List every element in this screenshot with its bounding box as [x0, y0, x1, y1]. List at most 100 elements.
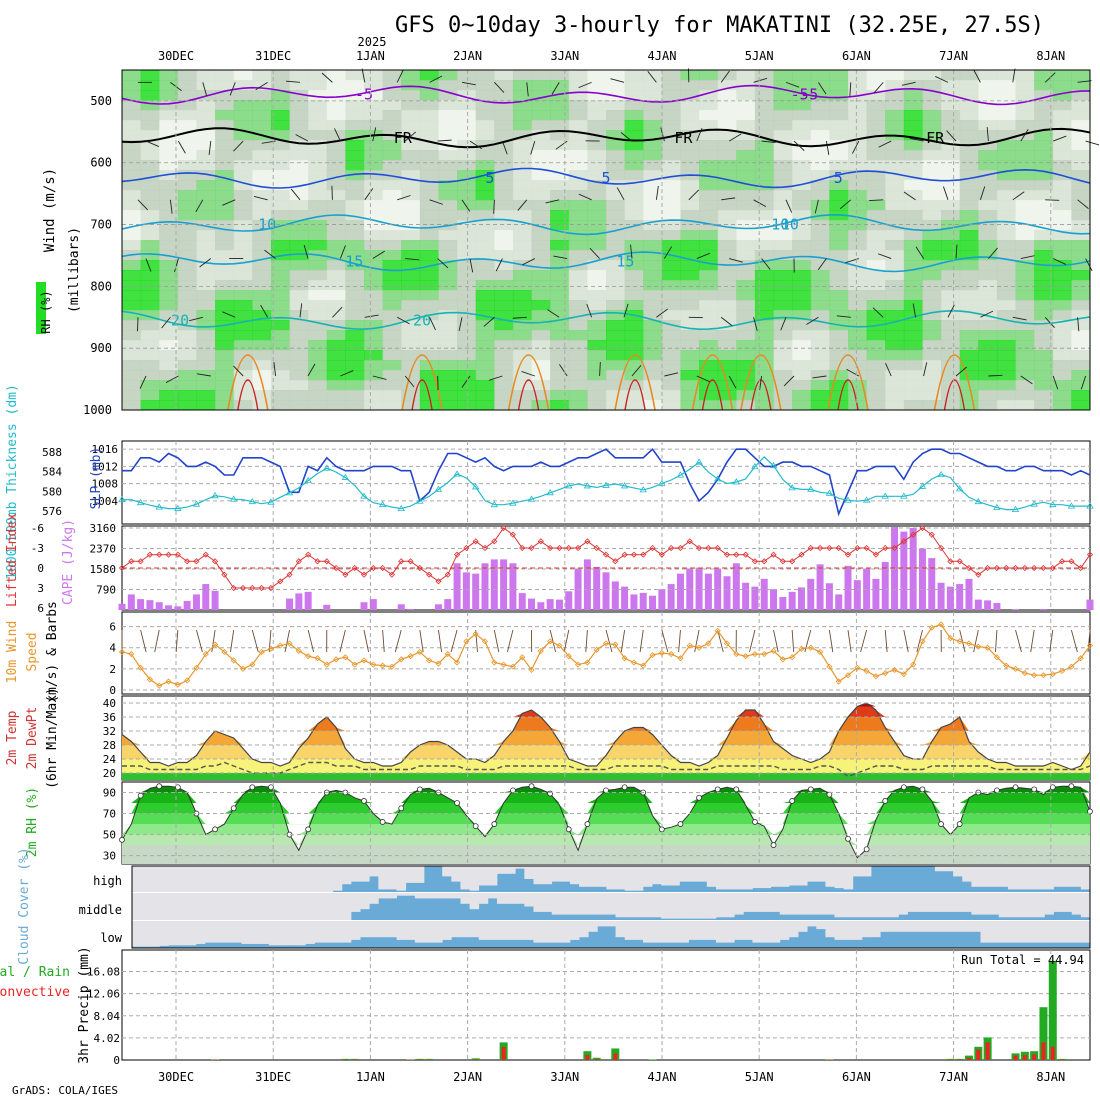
rh-shade-cell — [643, 160, 663, 171]
rh-shade-cell — [326, 280, 346, 291]
rh-shade-cell — [810, 220, 830, 231]
rh-shade-cell — [252, 370, 272, 381]
wind-barb — [553, 255, 568, 259]
rh-shade-cell — [270, 270, 291, 281]
rh-shade-cell — [680, 230, 700, 241]
rh-shade-cell — [736, 210, 756, 221]
precip-legend-total: Total / Rain — [0, 965, 70, 980]
rh-shade-cell — [252, 280, 272, 291]
rh-shade-cell — [568, 270, 588, 281]
rh-shade-cell — [661, 390, 682, 401]
rh-shade-cell — [419, 280, 440, 291]
wind-barb — [253, 195, 268, 201]
rh-shade-cell — [661, 100, 682, 111]
cloud-gap-low — [350, 921, 361, 940]
rh-shade-cell — [1015, 190, 1035, 201]
rh-shade-cell — [568, 230, 588, 241]
rh-shade-cell — [289, 150, 309, 161]
rh-shade-cell — [401, 140, 421, 151]
rh-shade-cell — [810, 340, 830, 351]
li-point — [947, 558, 954, 565]
cloud-gap-low — [159, 921, 169, 946]
cloud-gap-high — [204, 866, 215, 892]
rh-shade-cell — [159, 100, 179, 111]
rh-shade-cell — [308, 350, 328, 361]
rh-shade-cell — [903, 80, 924, 91]
rh-shade-cell — [661, 150, 682, 161]
rh-shade-cell — [810, 320, 830, 331]
rh-shade-cell — [866, 220, 886, 231]
chart-title: GFS 0~10day 3-hourly for MAKATINI (32.25… — [395, 13, 1044, 38]
wind-barb — [488, 375, 503, 381]
li-point — [342, 571, 349, 578]
rh-shade-cell — [1071, 90, 1090, 101]
cloud-gap-high — [515, 866, 525, 869]
rh-shade-cell — [457, 200, 477, 211]
rh-shade-cell — [494, 230, 514, 241]
thickness-point — [974, 497, 983, 505]
precip-ylabel: 3hr Precip (mm) — [77, 946, 92, 1063]
rh-shade-cell — [438, 350, 458, 361]
rh-shade-cell — [959, 270, 979, 281]
wind-barb — [222, 311, 236, 318]
rh-shade-cell — [289, 380, 309, 391]
cloud-gap-high — [241, 866, 252, 892]
rh-shade-cell — [606, 240, 626, 251]
rh-shade-cell — [270, 300, 291, 311]
rh-shade-cell — [364, 280, 384, 291]
wind-barb — [364, 314, 379, 318]
contour-label: FR — [926, 129, 945, 147]
cloud-gap-low — [241, 921, 252, 944]
rh-shade-cell — [196, 110, 216, 121]
precip-convective-bar — [976, 1049, 981, 1060]
rh-shade-cell — [494, 200, 514, 211]
rh-shade-cell — [1015, 260, 1035, 271]
rh-shade-cell — [680, 370, 700, 381]
rh-shade-cell — [326, 230, 346, 241]
cloud-gap-low — [779, 921, 790, 940]
rh-shade-cell — [233, 120, 253, 131]
rh-shade-cell — [699, 110, 719, 121]
rh-shade-cell — [438, 100, 458, 111]
rh-shade-cell — [661, 340, 682, 351]
wind-barb-10m — [1030, 629, 1035, 653]
cloud-gap-high — [743, 866, 753, 890]
rh-shade-cell — [308, 280, 328, 291]
rh-shade-cell — [959, 330, 979, 341]
wind-barb — [321, 72, 333, 83]
rh-shade-cell — [699, 190, 719, 201]
rh-shade-cell — [568, 160, 588, 171]
cloud-gap-high — [560, 866, 571, 882]
rh-shade-cell — [922, 70, 942, 81]
rh-shade-cell — [829, 240, 849, 251]
heat-contour — [401, 354, 443, 410]
wind-label-2: Speed — [25, 632, 40, 671]
cloud-gap-high — [360, 866, 370, 882]
rh-shade-cell — [885, 320, 905, 331]
rh-shade-cell — [550, 180, 570, 191]
rh-shade-cell — [512, 330, 533, 341]
cloud-gap-low — [944, 921, 954, 932]
rh-shade-cell — [848, 150, 868, 161]
li-point — [584, 538, 591, 545]
cape-bar — [946, 586, 954, 610]
rh-shade-cell — [494, 170, 514, 181]
li-point — [212, 558, 219, 565]
rh-shade-cell — [1015, 70, 1035, 81]
rh-shade-cell — [680, 190, 700, 201]
rh-shade-cell — [308, 160, 328, 171]
rh-shade-cell — [699, 210, 719, 221]
rh-shade-cell — [810, 110, 830, 121]
rh-shade-cell — [177, 350, 198, 361]
cloud-gap-middle — [1017, 893, 1027, 918]
rh-shade-cell — [996, 310, 1017, 321]
wind-speed-point — [872, 673, 879, 680]
rh-shade-cell — [829, 350, 849, 361]
rh-shade-cell — [606, 150, 626, 161]
rh-shade-cell — [885, 340, 905, 351]
rh-shade-cell — [419, 100, 440, 111]
rh-shade-cell — [252, 310, 272, 321]
rh-shade-cell — [326, 400, 346, 410]
cloud-gap-low — [743, 921, 753, 940]
rh-shade-cell — [438, 130, 458, 141]
